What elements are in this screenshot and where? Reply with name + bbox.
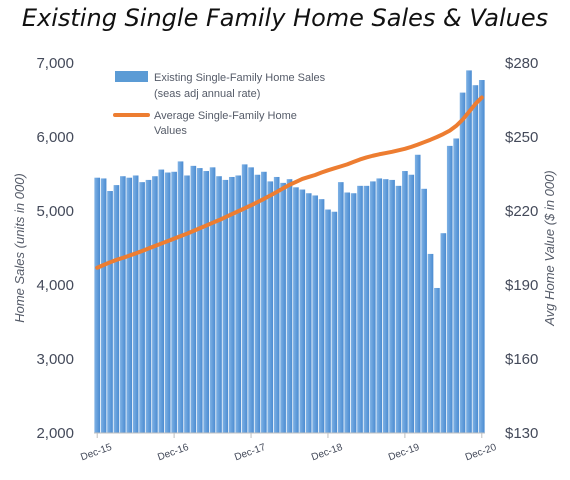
y-left-axis-title: Home Sales (units in 000) [12,173,27,323]
sales-bar [107,191,113,433]
legend-label-values: Average Single-Family Home [154,110,297,122]
x-tick-label: Dec-15 [79,442,113,464]
y-left-tick-label: 2,000 [36,425,74,442]
sales-bar [337,182,344,433]
sales-bar [184,175,190,434]
sales-bar [228,176,235,433]
line-layer [95,95,484,270]
sales-bar [331,211,338,433]
bars-layer [94,70,485,434]
sales-bar [113,185,120,433]
sales-bar [158,169,165,433]
sales-bar [293,187,299,433]
sales-bar [325,209,331,433]
sales-bar [389,179,395,433]
y-left-tick-label: 4,000 [36,277,74,294]
sales-bar [164,172,171,433]
legend-label-values: Values [154,125,187,137]
sales-bar [190,165,197,434]
y-left-tick-label: 7,000 [36,55,74,72]
sales-bar [273,176,280,433]
x-tick-label: Dec-19 [387,442,421,464]
chart-title: Existing Single Family Home Sales & Valu… [21,4,549,32]
legend-label-sales: Existing Single-Family Home Sales [154,72,326,84]
sales-bar [216,176,222,433]
sales-bar [145,179,152,433]
axes-layer: Dec-15 Dec-16 Dec-17 Dec-18 Dec-19 Dec-20 2,00… [12,55,557,463]
sales-bar [241,164,248,433]
sales-bar [248,167,254,433]
y-left-tick-label: 6,000 [36,129,74,146]
sales-bar [382,179,389,433]
sales-bar [402,171,408,434]
sales-bar [344,192,351,433]
sales-bar [171,171,177,433]
sales-bar [196,168,203,433]
home-value-line [95,95,484,270]
x-tick-label: Dec-16 [156,442,190,464]
sales-bar [94,177,101,433]
sales-bar [286,179,293,433]
sales-bar [459,92,466,433]
sales-bar [357,185,363,433]
sales-bar [132,175,139,434]
sales-bar [478,80,485,434]
y-right-tick-label: $250 [505,129,538,146]
sales-bar [235,175,242,434]
sales-bar [472,85,479,433]
sales-bar [222,179,229,433]
sales-bar [254,174,261,434]
sales-bar [152,176,158,433]
sales-bar [434,287,440,433]
x-tick-label: Dec-17 [233,442,267,464]
sales-bar [261,171,267,433]
sales-bar [280,182,286,433]
sales-bar [209,167,216,433]
sales-bar [466,70,472,434]
sales-bar [267,181,274,433]
legend-label-sales: (seas adj annual rate) [154,88,260,100]
y-right-tick-label: $280 [505,55,538,72]
sales-bar [299,189,306,433]
sales-bar [370,181,376,433]
sales-bar [350,193,357,433]
x-tick-label: Dec-18 [310,442,344,464]
sales-bar [305,193,312,433]
sales-bar [312,195,318,433]
sales-bar [363,185,370,433]
sales-bar [446,145,453,433]
sales-bar [139,182,145,433]
y-right-tick-label: $190 [505,277,538,294]
sales-bar [120,176,126,433]
y-right-axis-title: Avg Home Value ($ in 000) [542,170,557,326]
sales-bar [318,199,325,433]
y-left-tick-label: 3,000 [36,351,74,368]
sales-bar [408,174,415,434]
sales-bar [100,178,107,433]
sales-bar [395,185,402,433]
y-right-tick-label: $160 [505,351,538,368]
sales-bar [126,177,133,433]
legend-bar-swatch [115,71,148,82]
sales-bar [203,171,209,434]
sales-bar [453,138,459,434]
sales-bar [421,188,427,433]
y-left-tick-label: 5,000 [36,203,74,220]
sales-bar [177,161,184,434]
legend: Existing Single-Family Home Sales (seas a… [113,71,326,137]
y-right-tick-label: $130 [505,425,538,442]
sales-bar [440,233,447,433]
x-tick-label: Dec-20 [464,442,498,464]
y-right-tick-label: $220 [505,203,538,220]
sales-bar [414,154,421,433]
sales-bar [427,253,434,433]
sales-bar [376,178,383,433]
